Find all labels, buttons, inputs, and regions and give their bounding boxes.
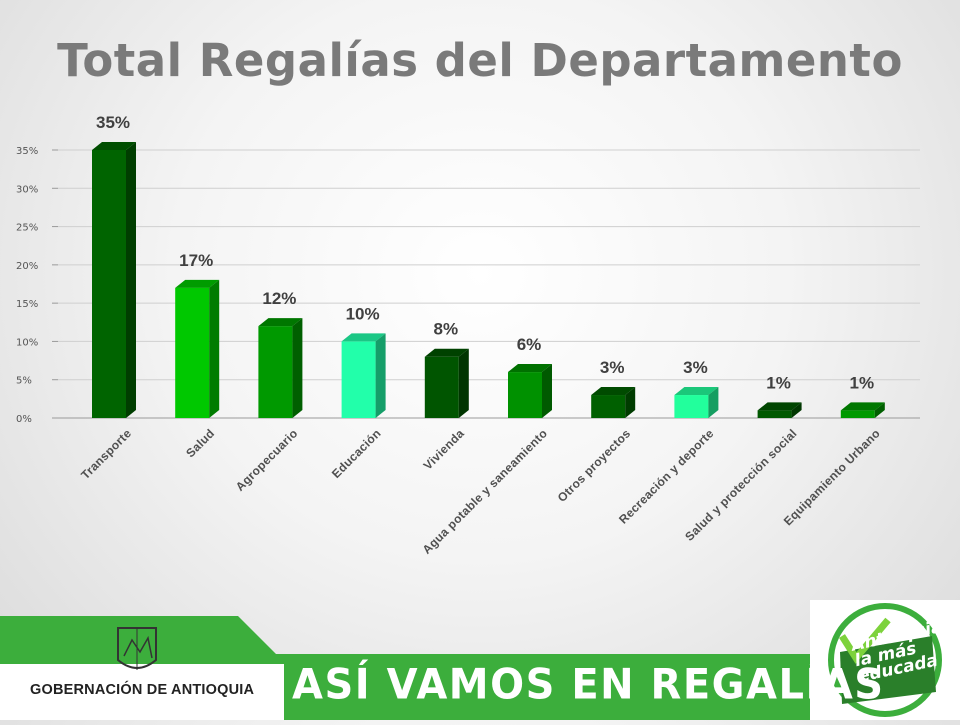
- coat-of-arms-icon: [117, 627, 157, 670]
- data-label: 3%: [600, 358, 625, 377]
- bar-top: [757, 402, 802, 411]
- bar-side: [292, 318, 303, 418]
- category-label: Agropecuario: [233, 426, 301, 494]
- bar-top: [840, 402, 885, 411]
- bar: [341, 333, 386, 418]
- bars: [92, 142, 885, 418]
- bar-top: [674, 387, 719, 396]
- category-label: Otros proyectos: [555, 426, 634, 505]
- bar: [591, 387, 636, 418]
- bar: [757, 402, 802, 418]
- data-label: 10%: [346, 304, 380, 323]
- bar-side: [625, 387, 636, 418]
- bar-front: [175, 287, 210, 418]
- y-axis-ticks: 0% 5% 10% 15% 20% 25% 30% 35%: [16, 146, 38, 425]
- y-tick-label: 20%: [16, 261, 38, 272]
- y-tick-label: 5%: [16, 376, 32, 387]
- page-title: Total Regalías del Departamento: [57, 34, 903, 87]
- category-label: Salud: [183, 426, 217, 460]
- bar-top: [92, 142, 136, 150]
- banner-title: ASÍ VAMOS EN REGALÍAS: [292, 660, 885, 710]
- data-label: 17%: [179, 251, 213, 270]
- bar-top: [508, 364, 552, 373]
- bar: [258, 318, 303, 418]
- bar-front: [424, 356, 459, 418]
- category-label: Recreación y deporte: [616, 426, 716, 526]
- bar-front: [757, 410, 792, 418]
- data-label: 3%: [683, 358, 708, 377]
- bar-side: [542, 364, 552, 418]
- y-tick-label: 25%: [16, 223, 38, 234]
- bar-chart: 0%5%10%15%20%25%30%35% 35%17%12%10%8%6%3…: [16, 113, 920, 557]
- bar-side: [791, 402, 802, 418]
- bar-front: [258, 326, 293, 418]
- y-tick-label: 0%: [16, 414, 32, 425]
- data-label: 1%: [766, 373, 791, 392]
- data-label: 35%: [96, 113, 130, 132]
- bar-side: [126, 142, 136, 418]
- data-label: 6%: [517, 335, 542, 354]
- data-label: 8%: [434, 320, 459, 339]
- category-label: Vivienda: [421, 426, 467, 472]
- bar-side: [209, 279, 220, 418]
- category-labels: Transporte Salud Agropecuario Educación Vivi…: [78, 426, 883, 556]
- bar-top: [258, 318, 303, 327]
- bar: [508, 364, 552, 418]
- bar-front: [840, 410, 875, 418]
- y-tick-label: 15%: [16, 299, 38, 310]
- bar-front: [92, 150, 126, 418]
- bar: [840, 402, 885, 418]
- data-labels: 35% 17% 12% 10% 8% 6% 3% 3% 1% 1%: [96, 113, 874, 392]
- bar-front: [674, 395, 709, 418]
- bar: [92, 142, 136, 418]
- category-label: Educación: [329, 426, 384, 481]
- bar-side: [708, 387, 719, 418]
- gov-white-panel: [0, 664, 284, 720]
- bar-side: [375, 333, 386, 418]
- bar-top: [424, 348, 469, 357]
- bar: [424, 348, 469, 418]
- y-tick-label: 35%: [16, 146, 38, 157]
- bar-top: [591, 387, 636, 396]
- organization-name: GOBERNACIÓN DE ANTIOQUIA: [30, 682, 255, 698]
- antioquia-logo: [827, 602, 943, 718]
- bar-front: [341, 341, 376, 418]
- data-label: 12%: [262, 289, 296, 308]
- bar-top: [341, 333, 386, 342]
- bar-side: [874, 402, 885, 418]
- bar-front: [508, 372, 542, 418]
- bar: [674, 387, 719, 418]
- bar-front: [591, 395, 626, 418]
- y-tick-label: 30%: [16, 184, 38, 195]
- bar-top: [175, 279, 220, 288]
- y-tick-label: 10%: [16, 337, 38, 348]
- data-label: 1%: [850, 373, 875, 392]
- category-label: Transporte: [78, 426, 134, 482]
- bar-side: [458, 348, 469, 418]
- category-label: Equipamiento Urbano: [781, 426, 883, 528]
- footer: [0, 600, 960, 720]
- bar: [175, 279, 220, 418]
